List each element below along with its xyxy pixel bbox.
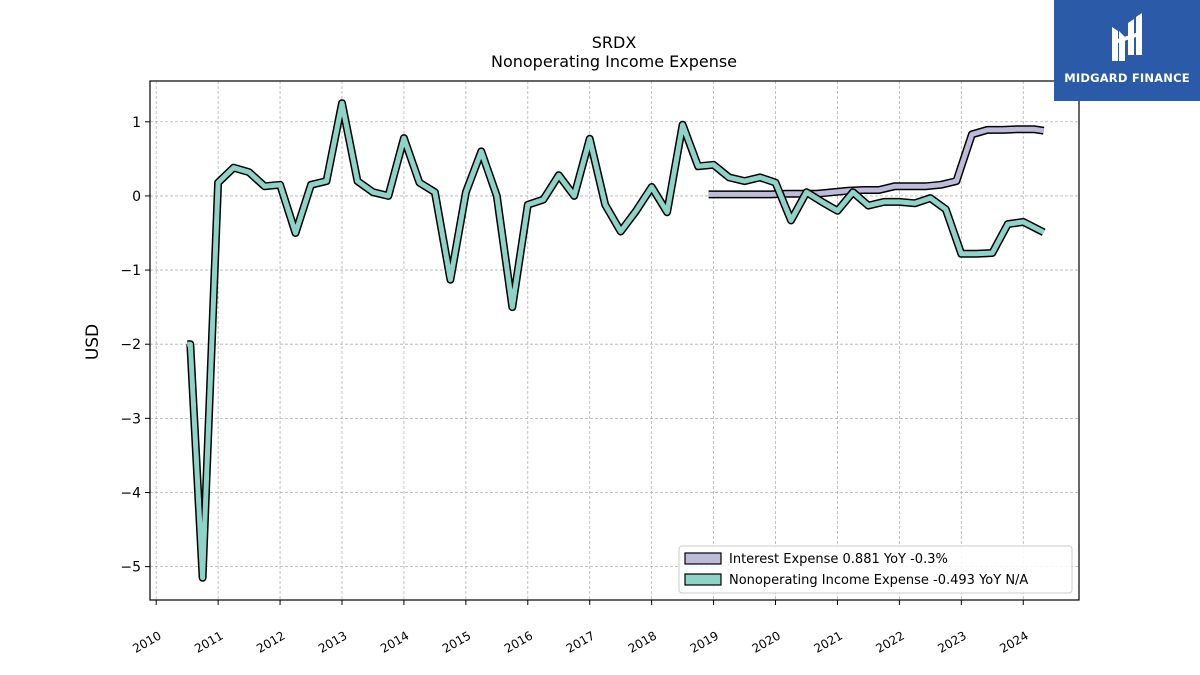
legend-swatch-nonoperating-income-expense: [684, 573, 722, 586]
x-tick-label: 2019: [688, 628, 721, 655]
y-tick-label: −3: [120, 411, 141, 427]
y-tick-label: −4: [120, 485, 141, 501]
y-tick-label: −5: [120, 560, 141, 576]
x-tick-label: 2013: [316, 628, 349, 655]
x-tick-label: 2017: [564, 628, 597, 655]
legend-label-nonoperating-income-expense: Nonoperating Income Expense -0.493 YoY N…: [729, 573, 1028, 588]
legend-label-interest-expense: Interest Expense 0.881 YoY -0.3%: [729, 552, 948, 567]
x-tick-label: 2016: [502, 628, 535, 655]
y-axis-ticks: 1 0 −1 −2 −3 −4 −5: [120, 115, 150, 576]
x-tick-label: 2018: [626, 628, 659, 655]
chart-subtitle: Nonoperating Income Expense: [491, 52, 737, 71]
series-outline-interest-expense: [708, 125, 1045, 199]
y-tick-label: 0: [132, 189, 141, 205]
legend-swatch-interest-expense: [684, 552, 722, 565]
y-tick-label: −1: [120, 263, 141, 279]
chart-title: SRDX: [592, 33, 637, 52]
brand-name: MIDGARD FINANCE: [1064, 71, 1190, 85]
x-tick-label: 2021: [812, 628, 845, 655]
x-tick-label: 2011: [192, 628, 225, 655]
legend-box: [678, 545, 1073, 594]
y-tick-label: −2: [120, 337, 141, 353]
series-lines: [186, 99, 1046, 582]
series-line-nonoperating-income-expense: [187, 100, 1045, 581]
grid: [150, 81, 1079, 600]
x-tick-label: 2022: [873, 628, 906, 655]
y-axis-label: USD: [83, 324, 103, 360]
x-tick-label: 2010: [130, 628, 163, 655]
legend: Interest Expense 0.881 YoY -0.3% Nonoper…: [678, 545, 1073, 594]
series-outline-nonoperating-income-expense: [186, 99, 1046, 582]
x-axis-ticks: 2010 2011 2012 2013 2014 2015 2016 2017 2018 2019…: [130, 600, 1031, 656]
x-tick-label: 2023: [935, 628, 968, 655]
x-tick-label: 2012: [254, 628, 287, 655]
plot-frame: [149, 80, 1080, 601]
x-tick-label: 2015: [440, 628, 473, 655]
x-tick-label: 2024: [997, 628, 1030, 655]
y-tick-label: 1: [132, 115, 141, 131]
midgard-logo-icon: [1112, 13, 1142, 61]
brand-logo: MIDGARD FINANCE: [1054, 0, 1200, 101]
x-tick-label: 2014: [378, 628, 411, 655]
x-tick-label: 2020: [750, 628, 783, 655]
series-line-interest-expense: [708, 126, 1045, 197]
